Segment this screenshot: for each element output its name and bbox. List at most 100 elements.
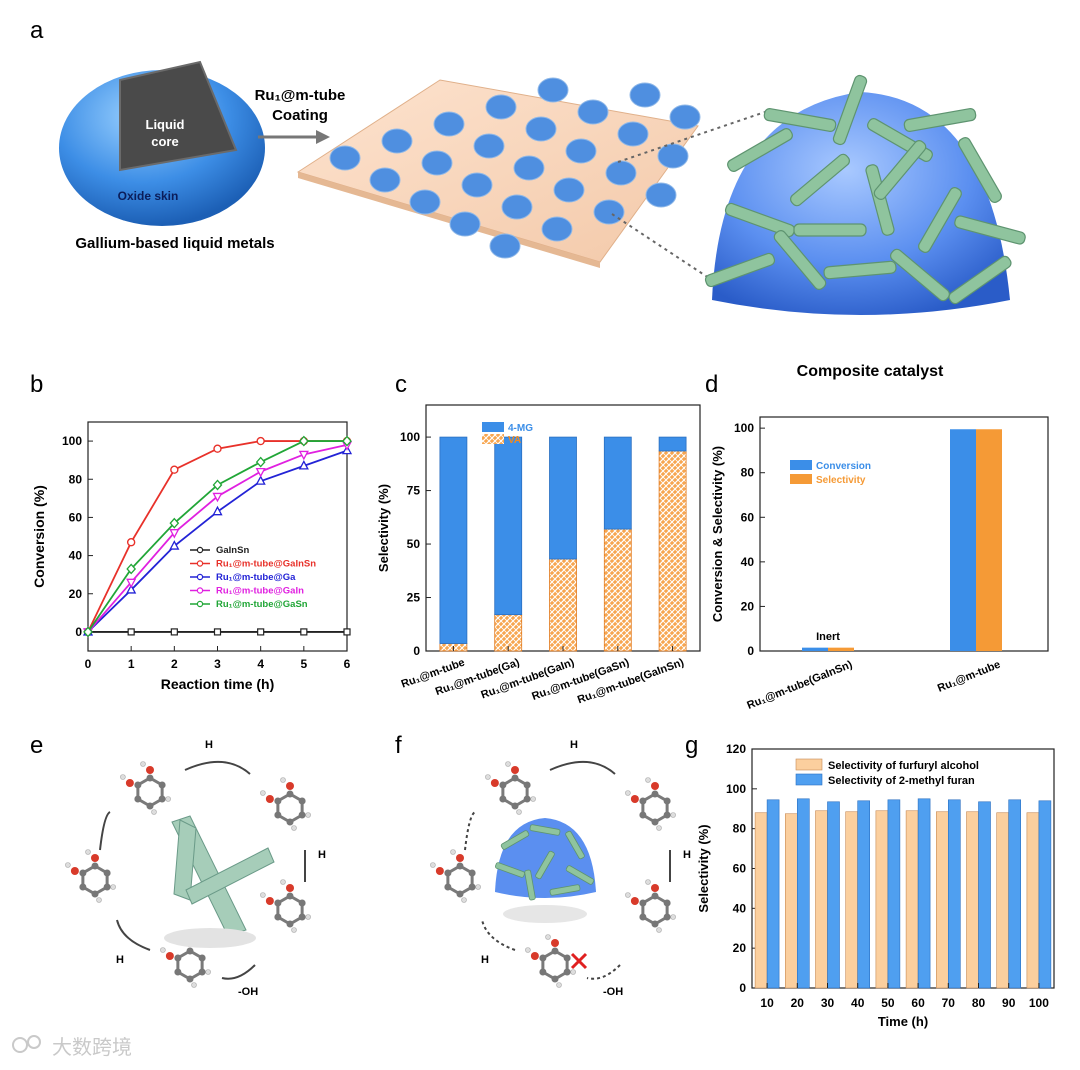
reaction-cycle-e: H H H -OH <box>65 739 326 998</box>
watermark-icon <box>12 1035 41 1053</box>
coated-droplet <box>629 82 661 108</box>
nanotube <box>958 137 1002 203</box>
x-axis-label: Reaction time (h) <box>161 676 275 692</box>
nanotube <box>948 255 1012 305</box>
coated-droplet <box>605 160 637 186</box>
bar-2-methyl-furan <box>978 801 991 989</box>
plot-frame <box>759 416 1049 652</box>
bar-2-methyl-furan <box>857 800 871 989</box>
data-point <box>300 628 308 636</box>
coated-droplet <box>513 155 545 181</box>
nanotube <box>773 230 827 290</box>
legend-marker <box>196 573 204 581</box>
coated-droplet <box>381 128 413 154</box>
bar-furfuryl-alcohol <box>966 811 979 989</box>
bar-furfuryl-alcohol <box>784 813 798 989</box>
x-tick-label: 5 <box>300 657 307 671</box>
x-tick-label: 20 <box>791 996 805 1010</box>
x-tick-label: Ru₁@m-tube(GaInSn) <box>745 659 854 712</box>
coated-droplet <box>617 121 649 147</box>
legend-label-conversion: Conversion <box>816 461 871 472</box>
nanotube <box>793 223 867 237</box>
legend-label-va: VA <box>508 435 521 446</box>
bar-va <box>549 558 577 652</box>
bar-selectivity <box>976 429 1002 651</box>
data-point <box>126 538 136 547</box>
nanotube <box>823 260 897 280</box>
coated-droplet <box>433 111 465 137</box>
y-tick-label: 20 <box>69 587 83 601</box>
coated-droplet <box>369 167 401 193</box>
guaiacol-molecule <box>485 761 536 815</box>
x-tick-label: 6 <box>344 657 351 671</box>
coated-droplet <box>541 216 573 242</box>
x-tick-label: 50 <box>881 996 895 1010</box>
data-point <box>83 626 93 638</box>
x-tick-label: 60 <box>911 996 925 1010</box>
data-point <box>170 628 178 636</box>
coating-arrow-head <box>316 130 330 144</box>
bar-furfuryl-alcohol <box>1026 812 1040 989</box>
legend-label-selectivity: Selectivity <box>816 475 866 486</box>
panel-letter-f: f <box>395 732 402 759</box>
coated-droplet <box>421 150 453 176</box>
bar-2-methyl-furan <box>917 798 931 989</box>
gallium-caption: Gallium-based liquid metals <box>75 235 274 252</box>
oxide-skin-label: Oxide skin <box>118 189 179 203</box>
data-point <box>213 444 222 453</box>
x-tick-label: 0 <box>85 657 92 671</box>
bar-4mg <box>549 436 577 560</box>
nanotube <box>873 140 927 200</box>
nanotube <box>954 215 1026 245</box>
coating-label-1: Ru₁@m-tube <box>255 87 346 104</box>
coated-droplet <box>565 138 597 164</box>
nanotube <box>529 824 561 836</box>
panel-letter-c: c <box>395 371 407 398</box>
bar-2-methyl-furan <box>796 798 810 989</box>
y-tick-label: 25 <box>407 591 421 605</box>
panel-letter-g: g <box>685 732 698 759</box>
hydrogen-label: H <box>683 849 691 861</box>
guaiacol-molecule <box>260 879 311 933</box>
data-point <box>169 517 180 529</box>
legend-label: Ru₁@m-tube@GaSn <box>216 599 308 610</box>
legend-marker <box>196 587 204 594</box>
guaiacol-molecule <box>430 849 481 903</box>
bar-va <box>658 450 687 652</box>
y-tick-label: 0 <box>747 644 754 658</box>
coating-label-2: Coating <box>272 107 328 124</box>
legend-swatch-va <box>482 434 504 444</box>
legend-label: Ru₁@m-tube@Ga <box>216 572 296 583</box>
coated-droplet <box>525 116 557 142</box>
hydrogen-label: H <box>116 954 124 966</box>
bar-4mg <box>439 436 468 644</box>
y-axis-label: Conversion & Selectivity (%) <box>710 446 725 622</box>
data-point <box>212 479 223 491</box>
panel-a-illustration: Liquid core Oxide skin Gallium-based liq… <box>59 60 1026 380</box>
cycle-arrow <box>184 760 251 775</box>
legend-marker <box>196 600 204 608</box>
bar-2-methyl-furan <box>827 801 840 989</box>
y-axis-label: Conversion (%) <box>31 485 47 588</box>
data-point <box>255 475 266 485</box>
coated-droplet <box>449 211 481 237</box>
legend-label: Selectivity of 2-methyl furan <box>828 775 975 787</box>
data-point <box>298 450 309 461</box>
nanotube <box>832 74 868 146</box>
y-tick-label: 0 <box>739 981 746 995</box>
data-point <box>298 460 309 470</box>
x-tick-label: 30 <box>821 996 835 1010</box>
coated-droplet <box>489 233 521 259</box>
hydroxyl-label: -OH <box>238 986 258 998</box>
nanotube <box>535 850 555 880</box>
y-tick-label: 80 <box>733 822 747 836</box>
nanotube <box>565 830 585 860</box>
panel-letter-a: a <box>30 17 44 44</box>
watermark: 大数跨境 <box>52 1036 132 1059</box>
data-point <box>170 465 179 474</box>
hydrogen-label: H <box>570 739 578 751</box>
nanotube <box>727 128 793 172</box>
x-tick-label: 1 <box>128 657 135 671</box>
hydrogen-label: H <box>481 954 489 966</box>
coated-droplet <box>461 172 493 198</box>
